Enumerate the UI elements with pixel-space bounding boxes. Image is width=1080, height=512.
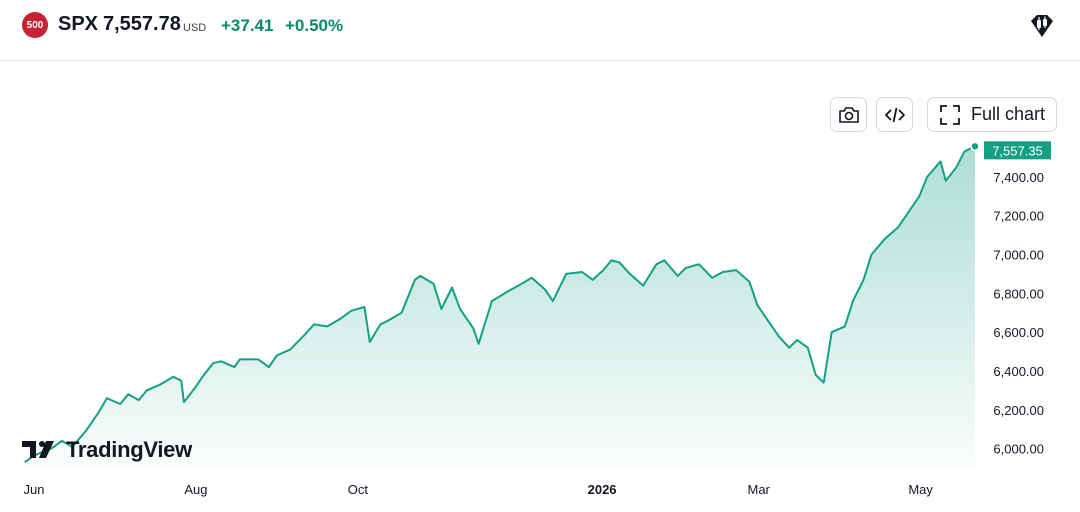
last-price-label-bg xyxy=(984,141,1051,160)
currency-label: USD xyxy=(183,22,207,34)
price-area-fill xyxy=(24,146,975,471)
x-tick-label: Mar xyxy=(748,482,771,497)
price-change-percent: +0.50% xyxy=(285,16,344,35)
y-tick-label: 6,000.00 xyxy=(993,442,1044,457)
x-tick-label: Jun xyxy=(24,482,45,497)
last-price: 7,557.78 xyxy=(103,13,181,35)
symbol-ticker[interactable]: SPX xyxy=(58,13,99,35)
x-tick-label: 2026 xyxy=(588,482,617,497)
snapshot-button[interactable] xyxy=(830,97,867,132)
y-tick-label: 6,800.00 xyxy=(993,286,1044,301)
y-tick-label: 6,400.00 xyxy=(993,364,1044,379)
x-tick-label: May xyxy=(908,482,933,497)
y-tick-label: 7,200.00 xyxy=(993,209,1044,224)
y-tick-label: 6,600.00 xyxy=(993,325,1044,340)
tradingview-wordmark: TradingView xyxy=(66,437,192,462)
y-tick-label: 7,400.00 xyxy=(993,170,1044,185)
full-chart-button[interactable]: Full chart xyxy=(927,97,1057,132)
price-change: +37.41 xyxy=(221,16,274,35)
full-chart-label: Full chart xyxy=(970,104,1046,124)
symbol-header: 500 SPX 7,557.78 USD +37.41 +0.50% xyxy=(0,0,1080,61)
x-tick-label: Aug xyxy=(184,482,207,497)
price-line[interactable] xyxy=(24,145,976,464)
last-price-dot xyxy=(970,141,980,152)
expand-icon xyxy=(940,104,960,125)
x-tick-label: Oct xyxy=(348,482,369,497)
tradingview-logo-icon xyxy=(22,441,54,458)
last-price-label: 7,557.35 xyxy=(992,143,1043,158)
tradingview-watermark[interactable]: TradingView xyxy=(22,437,192,463)
y-tick-label: 7,000.00 xyxy=(993,248,1044,263)
tradingview-icon[interactable] xyxy=(1028,12,1056,40)
code-icon xyxy=(884,107,905,122)
y-tick-label: 6,200.00 xyxy=(993,403,1044,418)
embed-button[interactable] xyxy=(876,97,913,132)
index-badge: 500 xyxy=(22,12,48,38)
camera-icon xyxy=(838,106,859,123)
